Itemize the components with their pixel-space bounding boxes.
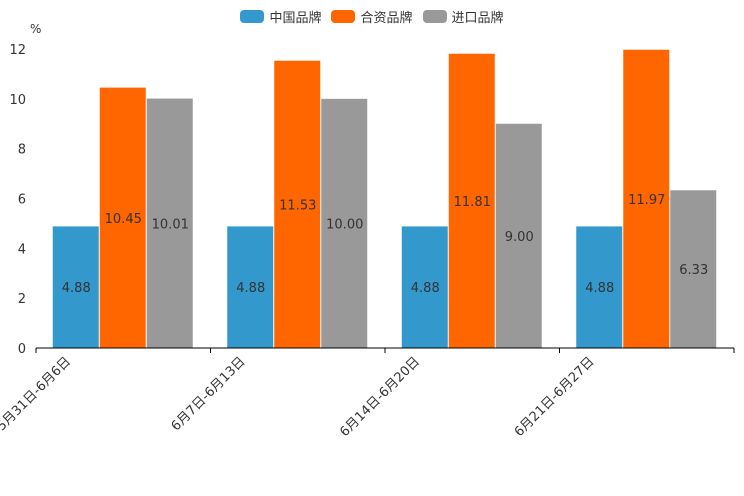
legend-item-jv-brand[interactable]: 合资品牌 [331,7,413,26]
x-tick-label-0: 5月31日-6月6日 [0,354,74,434]
data-label-1-0: 10.45 [105,212,142,227]
bar-1-1 [274,60,321,348]
bar-0-0 [52,226,99,348]
x-tick-label-1: 6月7日-6月13日 [169,354,249,434]
legend-item-import-brand[interactable]: 进口品牌 [422,7,504,26]
data-label-0-0: 4.88 [62,281,91,296]
data-label-2-2: 9.00 [505,230,534,245]
data-label-0-3: 4.88 [585,281,614,296]
y-tick-label-4: 8 [18,143,26,158]
bar-2-3 [670,190,717,348]
legend-label-china-brand: 中国品牌 [269,10,322,26]
bar-0-1 [227,226,274,348]
y-tick-label-6: 12 [9,43,26,58]
data-label-1-3: 11.97 [628,193,665,208]
y-tick-label-3: 6 [18,193,26,208]
data-label-2-1: 10.00 [326,217,363,232]
y-tick-label-5: 10 [9,93,26,108]
data-label-1-1: 11.53 [279,198,316,213]
legend-item-china-brand[interactable]: 中国品牌 [240,7,321,26]
data-label-0-2: 4.88 [411,281,440,296]
y-tick-label-0: 0 [18,342,26,357]
legend-label-jv-brand: 合资品牌 [360,10,413,26]
y-axis-unit-label: % [30,22,41,36]
bar-1-3 [623,49,670,349]
data-label-2-0: 10.01 [152,217,189,232]
x-tick-label-3: 6月21日-6月27日 [512,354,598,440]
legend-label-import-brand: 进口品牌 [451,10,504,26]
bar-2-0 [146,98,193,348]
x-tick-label-2: 6月14日-6月20日 [337,354,423,440]
legend-swatch-jv-brand [331,9,356,23]
legend-swatch-china-brand [240,9,265,23]
y-tick-label-2: 4 [18,242,26,257]
bar-0-2 [401,226,448,348]
data-label-0-1: 4.88 [236,281,265,296]
legend-swatch-import-brand [422,9,447,23]
data-label-1-2: 11.81 [454,195,491,210]
chart-legend: 中国品牌 合资品牌 进口品牌 [0,6,744,26]
data-label-2-3: 6.33 [679,263,708,278]
bar-2-2 [495,123,542,348]
bar-1-2 [448,53,495,349]
y-tick-label-1: 2 [18,292,26,307]
bar-2-1 [321,98,368,348]
bar-0-3 [576,226,623,348]
bar-1-0 [99,87,146,348]
